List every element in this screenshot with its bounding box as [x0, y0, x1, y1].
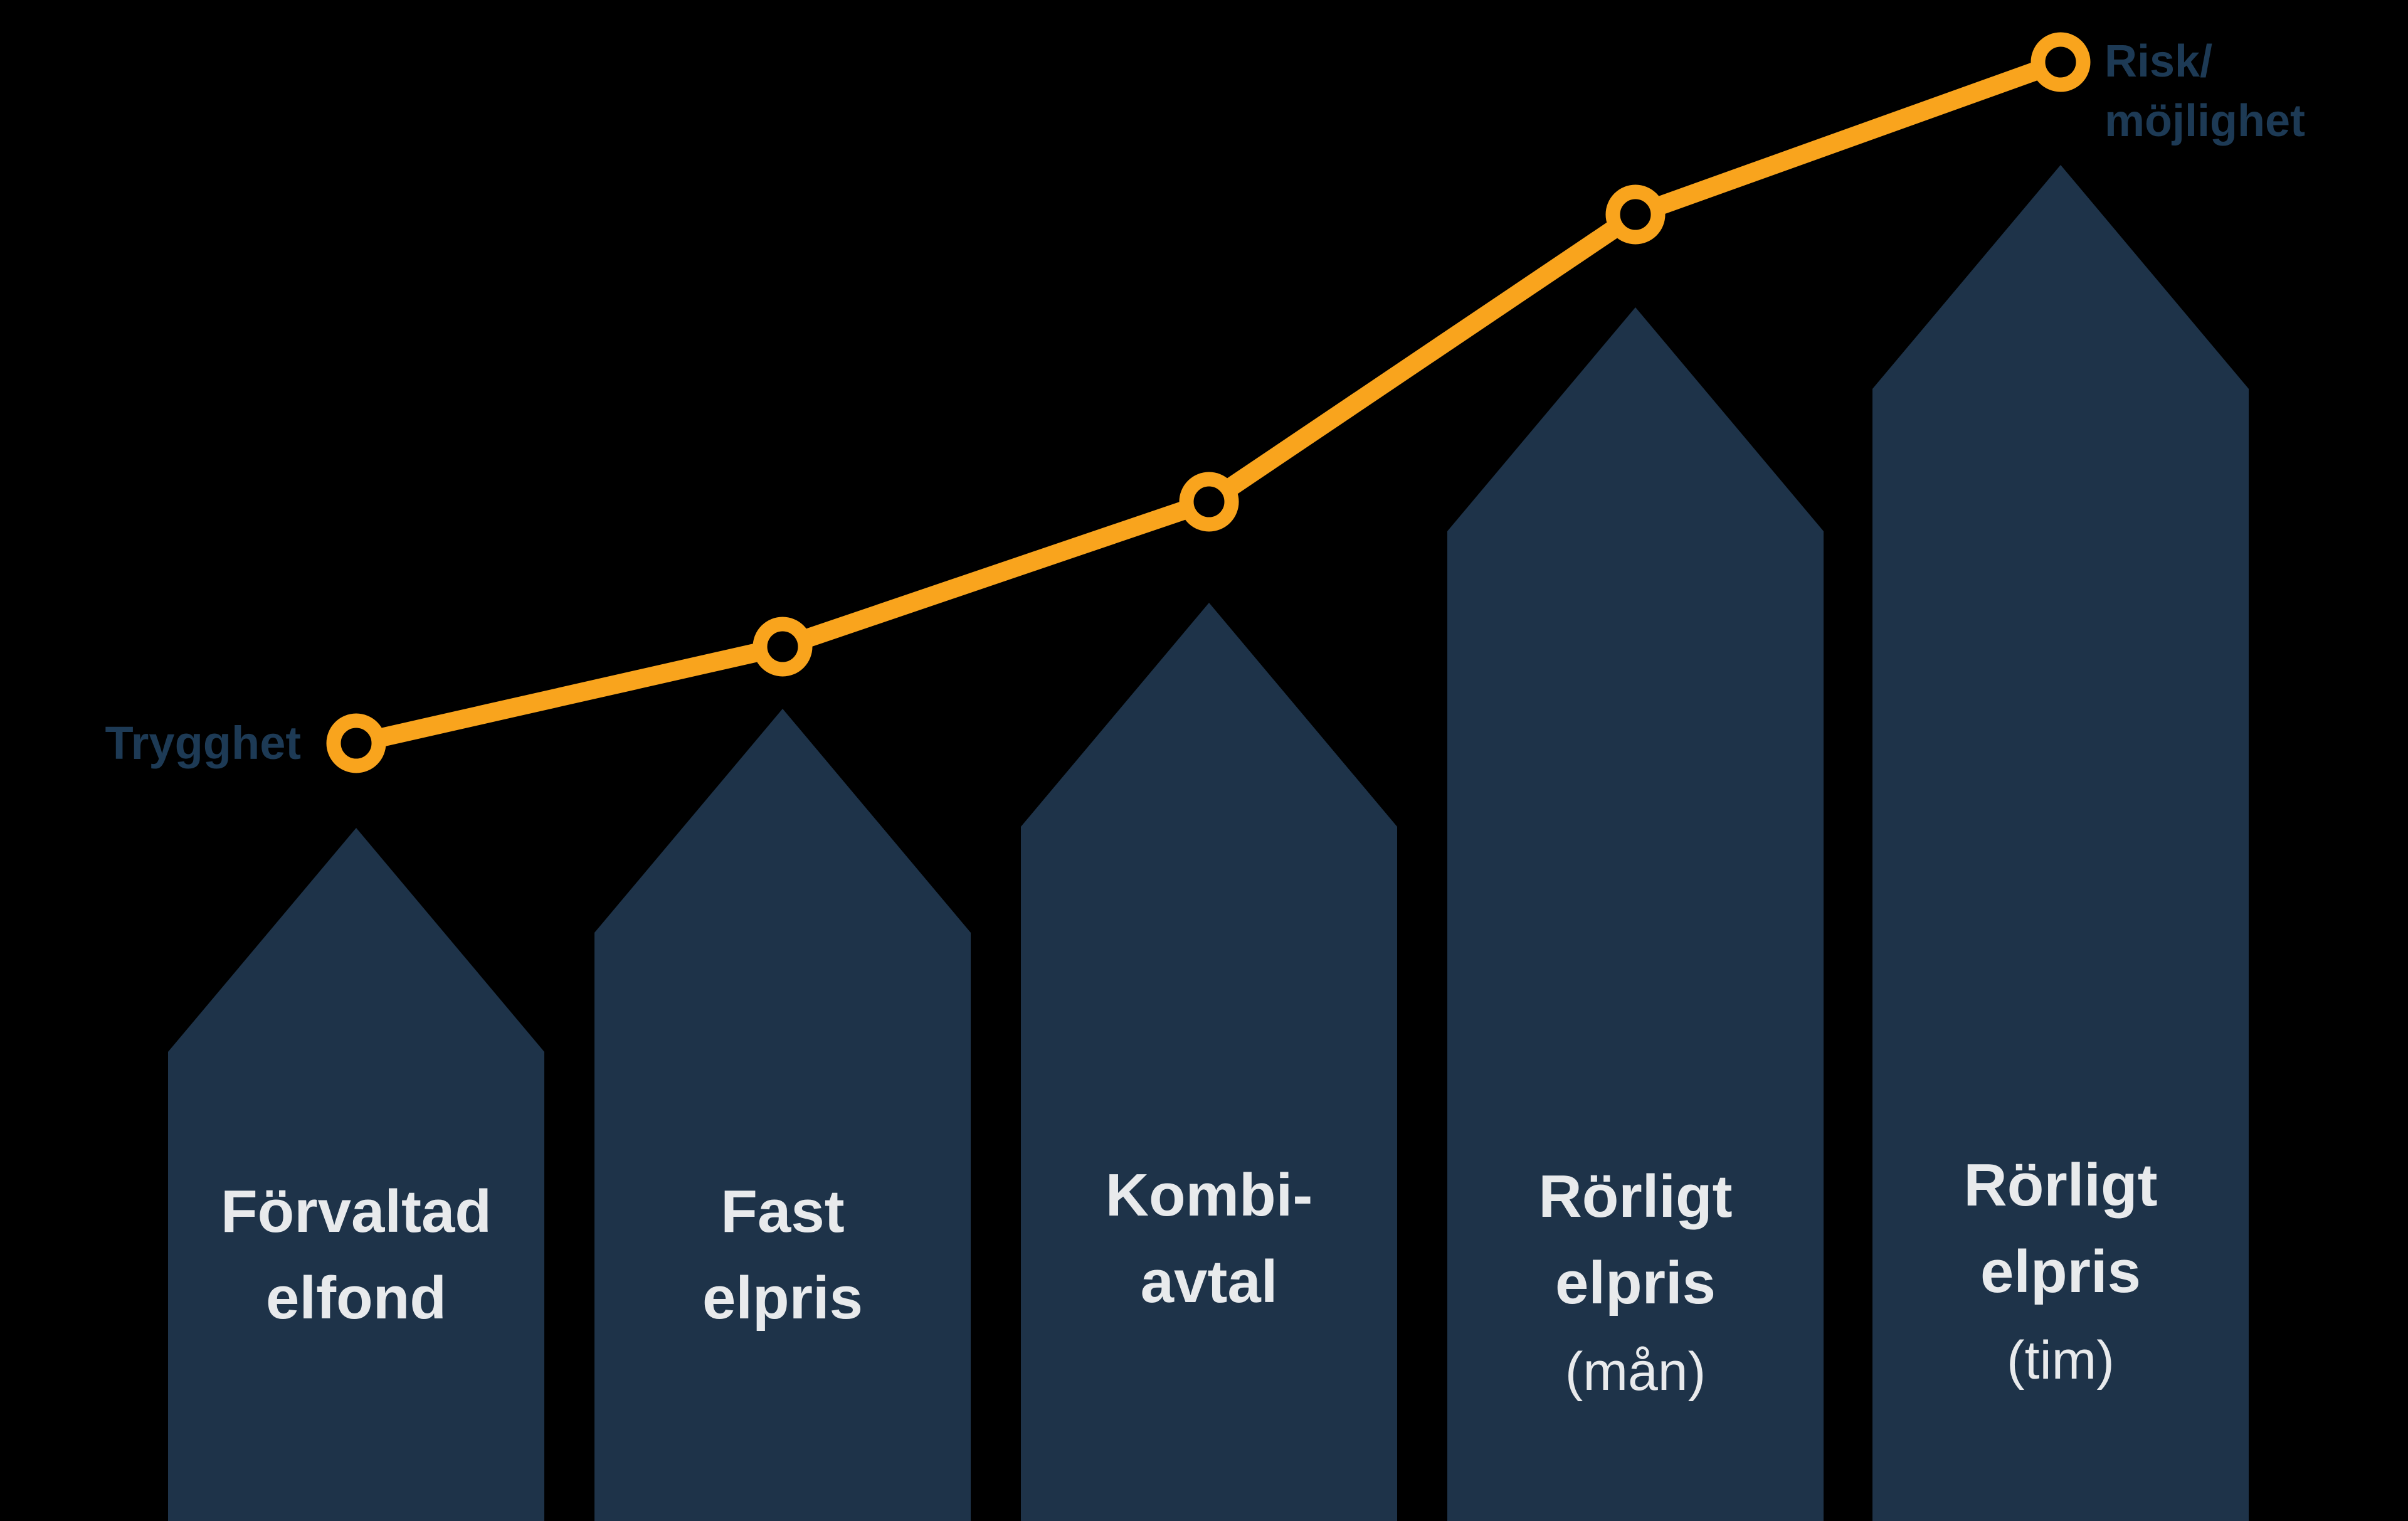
- bar-shape-5: [1872, 165, 2249, 1521]
- bar-label-3-line-1: Kombi-: [1106, 1162, 1313, 1229]
- bar-label-5-line-2: elpris: [1980, 1238, 2141, 1305]
- line-marker-3: [1179, 472, 1239, 532]
- risk-mojlighet-label-line-1: Risk/: [2104, 36, 2212, 87]
- bar-shape-1: [168, 828, 544, 1521]
- bar-label-2-line-2: elpris: [702, 1264, 863, 1332]
- bar-shape-4: [1447, 307, 1824, 1521]
- bar-label-2-line-1: Fast: [721, 1178, 844, 1245]
- line-marker-5: [2030, 32, 2091, 92]
- bar-label-5-line-1: Rörligt: [1963, 1152, 2157, 1219]
- bar-label-4-line-1: Rörligt: [1538, 1163, 1732, 1230]
- bar-label-1-line-1: Förvaltad: [221, 1178, 492, 1245]
- bar-shape-3: [1021, 603, 1397, 1521]
- trygghet-label: Trygghet: [105, 717, 301, 769]
- line-marker-4: [1605, 184, 1666, 245]
- line-marker-2: [752, 617, 813, 677]
- bar-label-4-line-2: elpris: [1555, 1249, 1716, 1317]
- bar-label-3-line-2: avtal: [1141, 1248, 1278, 1315]
- line-marker-1: [326, 713, 386, 773]
- bar-sublabel-5: (tim): [2007, 1330, 2115, 1391]
- bar-label-1-line-2: elfond: [266, 1264, 446, 1332]
- risk-mojlighet-label-line-2: möjlighet: [2104, 96, 2305, 146]
- bar-sublabel-4: (mån): [1565, 1342, 1706, 1402]
- bar-shape-2: [594, 709, 971, 1521]
